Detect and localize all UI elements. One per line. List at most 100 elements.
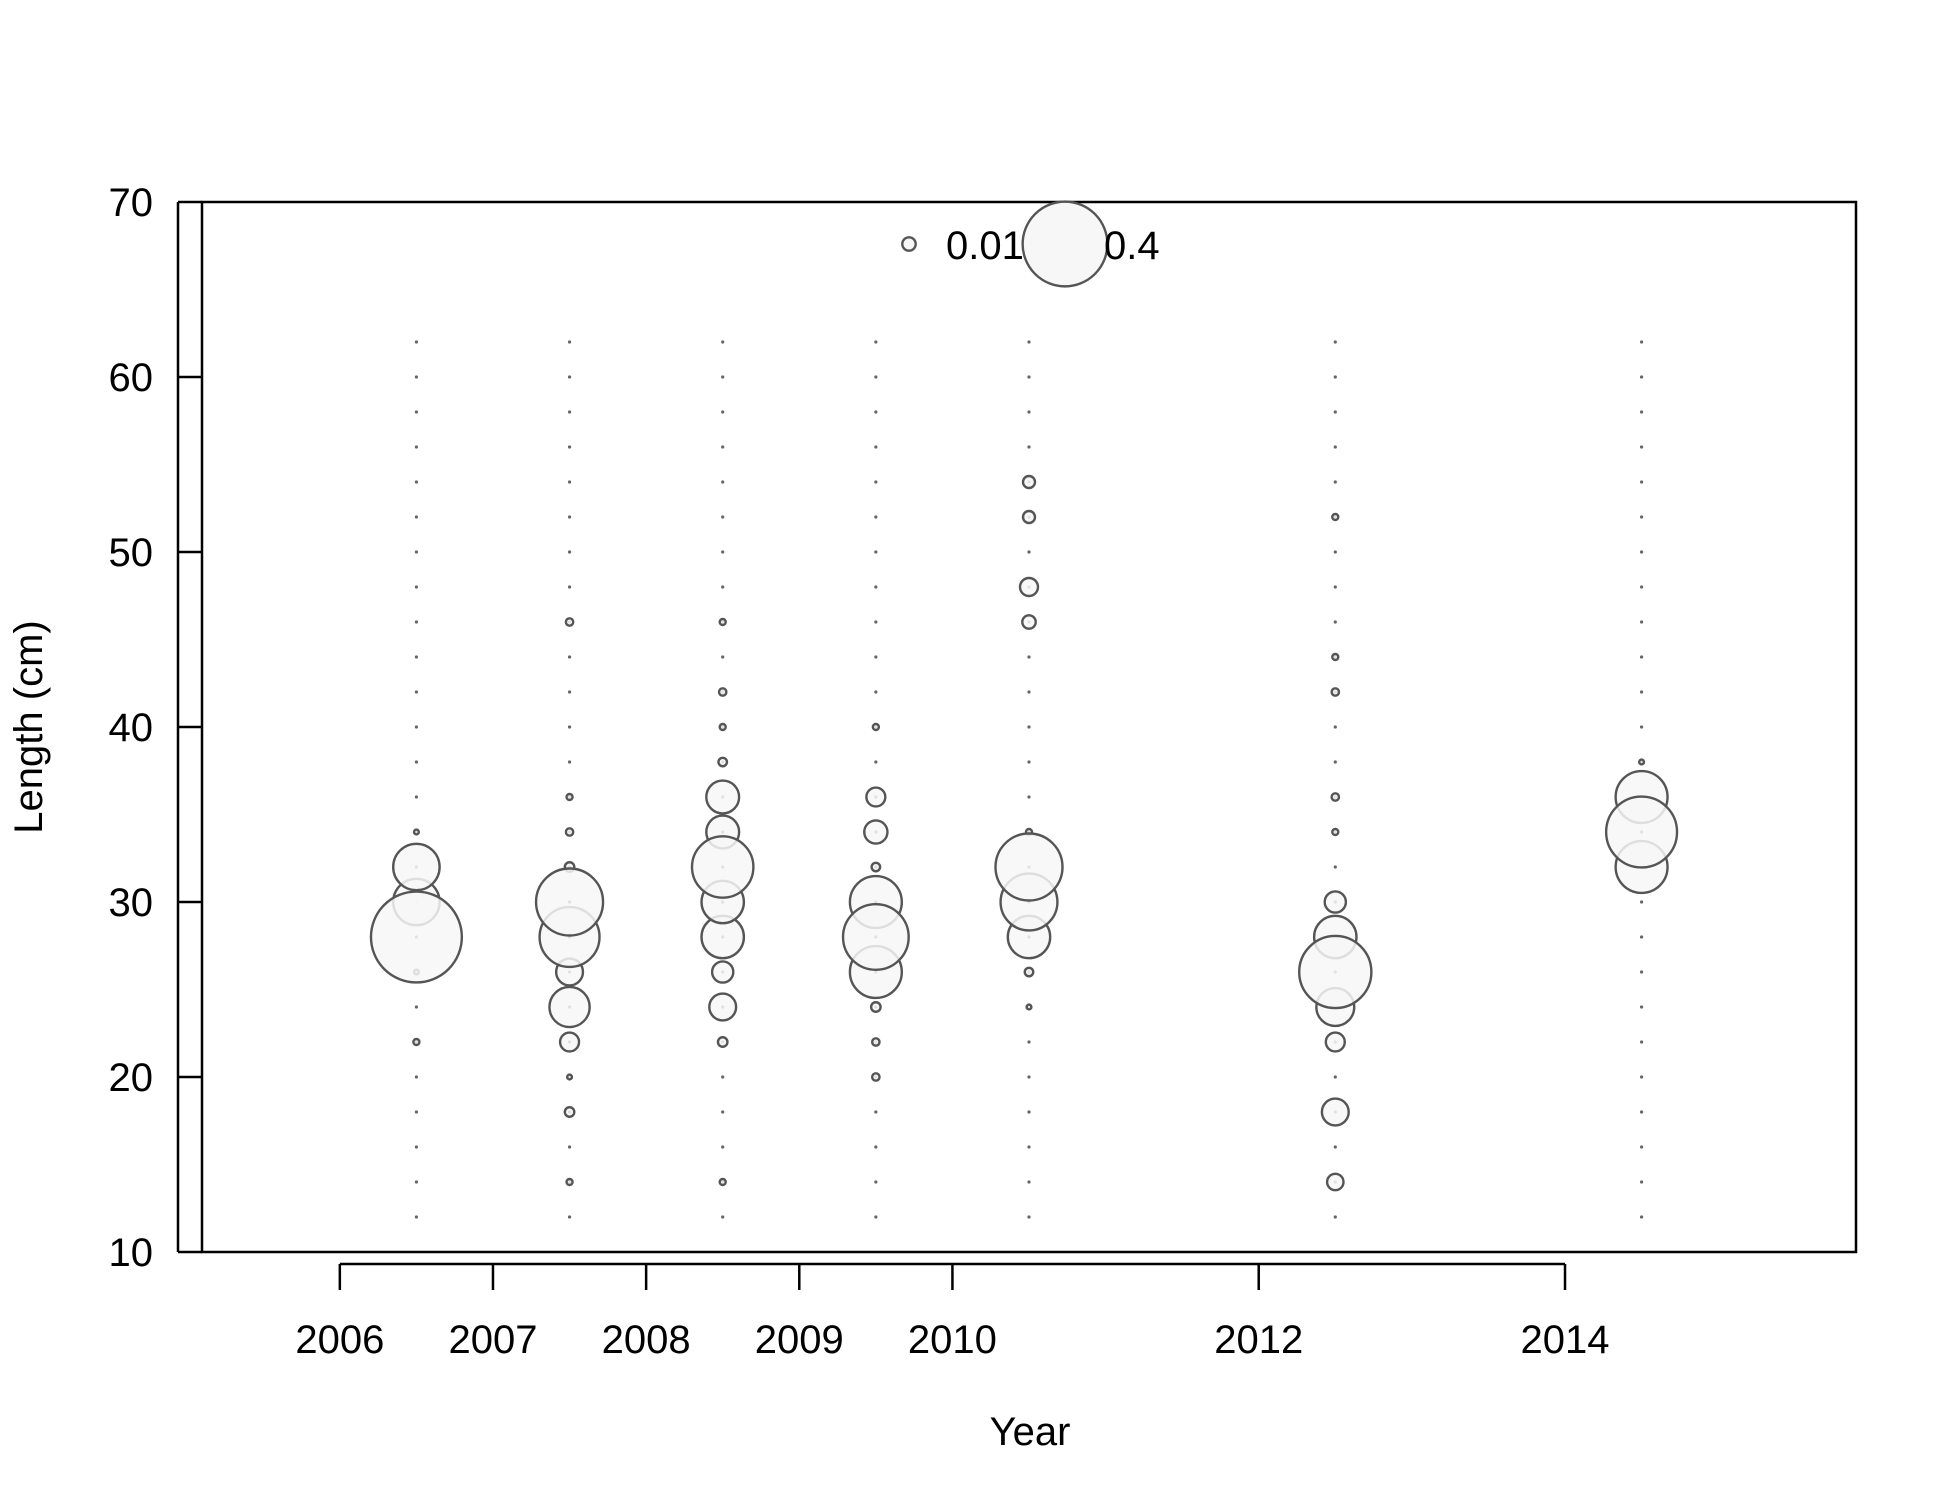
data-bubble [841,902,910,972]
bin-dot [1639,1145,1644,1149]
data-bubble [718,617,727,627]
x-tick-label: 2010 [908,1318,997,1362]
bin-dot [414,1075,419,1079]
bin-dot [1639,585,1644,589]
data-bubble [1021,474,1037,490]
bin-dot [567,725,572,729]
bin-dot [1639,480,1644,484]
bin-dot [567,480,572,484]
data-bubble [717,756,729,768]
data-bubble [534,867,605,937]
bin-dot [1639,1215,1644,1219]
bin-dot [1333,1145,1337,1149]
x-tick-label: 2014 [1521,1318,1610,1362]
bin-dot [1639,375,1644,379]
bin-dot [567,1145,572,1149]
data-bubble [870,1037,881,1047]
bin-dot [1639,655,1644,659]
bin-dot [1639,550,1644,554]
bin-dot [874,1180,878,1184]
bin-dot [1639,690,1644,694]
data-bubble [863,819,889,845]
bin-dot [414,1180,419,1184]
x-tick-label: 2006 [295,1318,384,1362]
data-bubble [1324,1031,1346,1053]
bin-dot [567,550,572,554]
y-tick-label: 70 [109,181,154,225]
bin-dot [721,1215,725,1219]
data-bubble [871,722,881,732]
data-bubble [1331,652,1340,662]
bin-dot [721,375,725,379]
bin-dot [1333,445,1337,449]
bin-dot [567,515,572,519]
bin-dot [1639,900,1644,904]
data-bubble [563,1106,576,1118]
bin-dot [1639,970,1644,974]
data-bubble [1021,509,1037,525]
bin-dot [414,410,419,414]
data-bubble [718,722,727,732]
bin-dot [721,515,725,519]
data-bubble [1298,934,1373,1010]
bin-dot [414,795,419,799]
bin-dot [1639,935,1644,939]
x-axis-title: Year [990,1410,1071,1454]
y-axis-title: Length (cm) [7,620,51,833]
bin-dot [414,655,419,659]
bin-dot [1027,725,1031,729]
bin-dot [1639,340,1644,344]
bin-dot [414,1145,419,1149]
data-bubble [1330,687,1341,697]
bin-dot [1027,795,1031,799]
data-bubble [564,617,575,627]
bin-dot [414,1215,419,1219]
bin-dot [1027,1110,1031,1114]
bin-dot [1639,1110,1644,1114]
bin-dot [1639,1005,1644,1009]
bin-dot [567,760,572,764]
bin-dot [721,655,725,659]
data-bubble [869,1001,882,1013]
bin-dot [1027,655,1031,659]
y-tick-label: 30 [109,881,154,925]
x-tick-label: 2008 [602,1318,691,1362]
bin-dot [1027,1075,1031,1079]
bin-dot [567,1215,572,1219]
bin-dot [721,410,725,414]
bin-dot [1639,410,1644,414]
bin-dot [874,340,878,344]
x-tick-label: 2009 [755,1318,844,1362]
data-bubble [558,1031,581,1053]
bin-dot [1333,1215,1337,1219]
data-bubble [412,828,421,836]
bin-dot [874,1110,878,1114]
bin-dot [874,690,878,694]
bin-dot [1333,340,1337,344]
bin-dot [414,1110,419,1114]
data-bubble [564,827,575,837]
bin-dot [874,585,878,589]
data-bubble [708,992,738,1022]
data-bubble [565,1073,574,1081]
bin-dot [721,585,725,589]
legend-bubble-large [1021,200,1109,288]
x-tick-label: 2007 [448,1318,537,1362]
data-bubble [994,832,1064,902]
data-bubble [690,835,755,899]
bin-dot [1333,375,1337,379]
data-bubble [718,1177,727,1187]
data-bubble [565,792,574,802]
data-bubble [1320,1097,1350,1127]
bin-dot [414,550,419,554]
bin-dot [414,515,419,519]
bin-dot [1333,760,1337,764]
bin-dot [1639,725,1644,729]
bin-dot [1027,410,1031,414]
data-bubble [710,960,735,984]
bin-dot [721,480,725,484]
bin-dot [1027,550,1031,554]
bin-dot [1333,550,1337,554]
bin-dot [1639,1180,1644,1184]
